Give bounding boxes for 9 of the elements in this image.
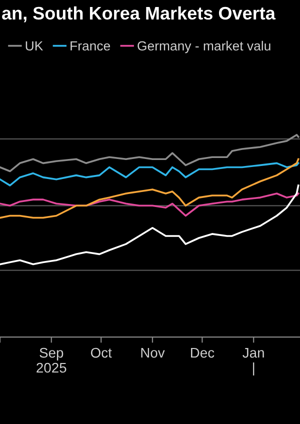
x-tick-label: Nov — [141, 348, 165, 358]
chart-title: an, South Korea Markets Overta — [2, 6, 276, 22]
legend-label: France — [70, 41, 110, 51]
legend-label: Germany - market valu — [138, 40, 270, 54]
x-tick-label: Sep 2025 — [36, 348, 66, 373]
x-tick-label: Oct — [90, 348, 112, 358]
x-tick-label: Dec — [191, 348, 214, 358]
x-tick-label: Jan | — [242, 348, 264, 376]
legend-label: UK — [26, 41, 44, 51]
